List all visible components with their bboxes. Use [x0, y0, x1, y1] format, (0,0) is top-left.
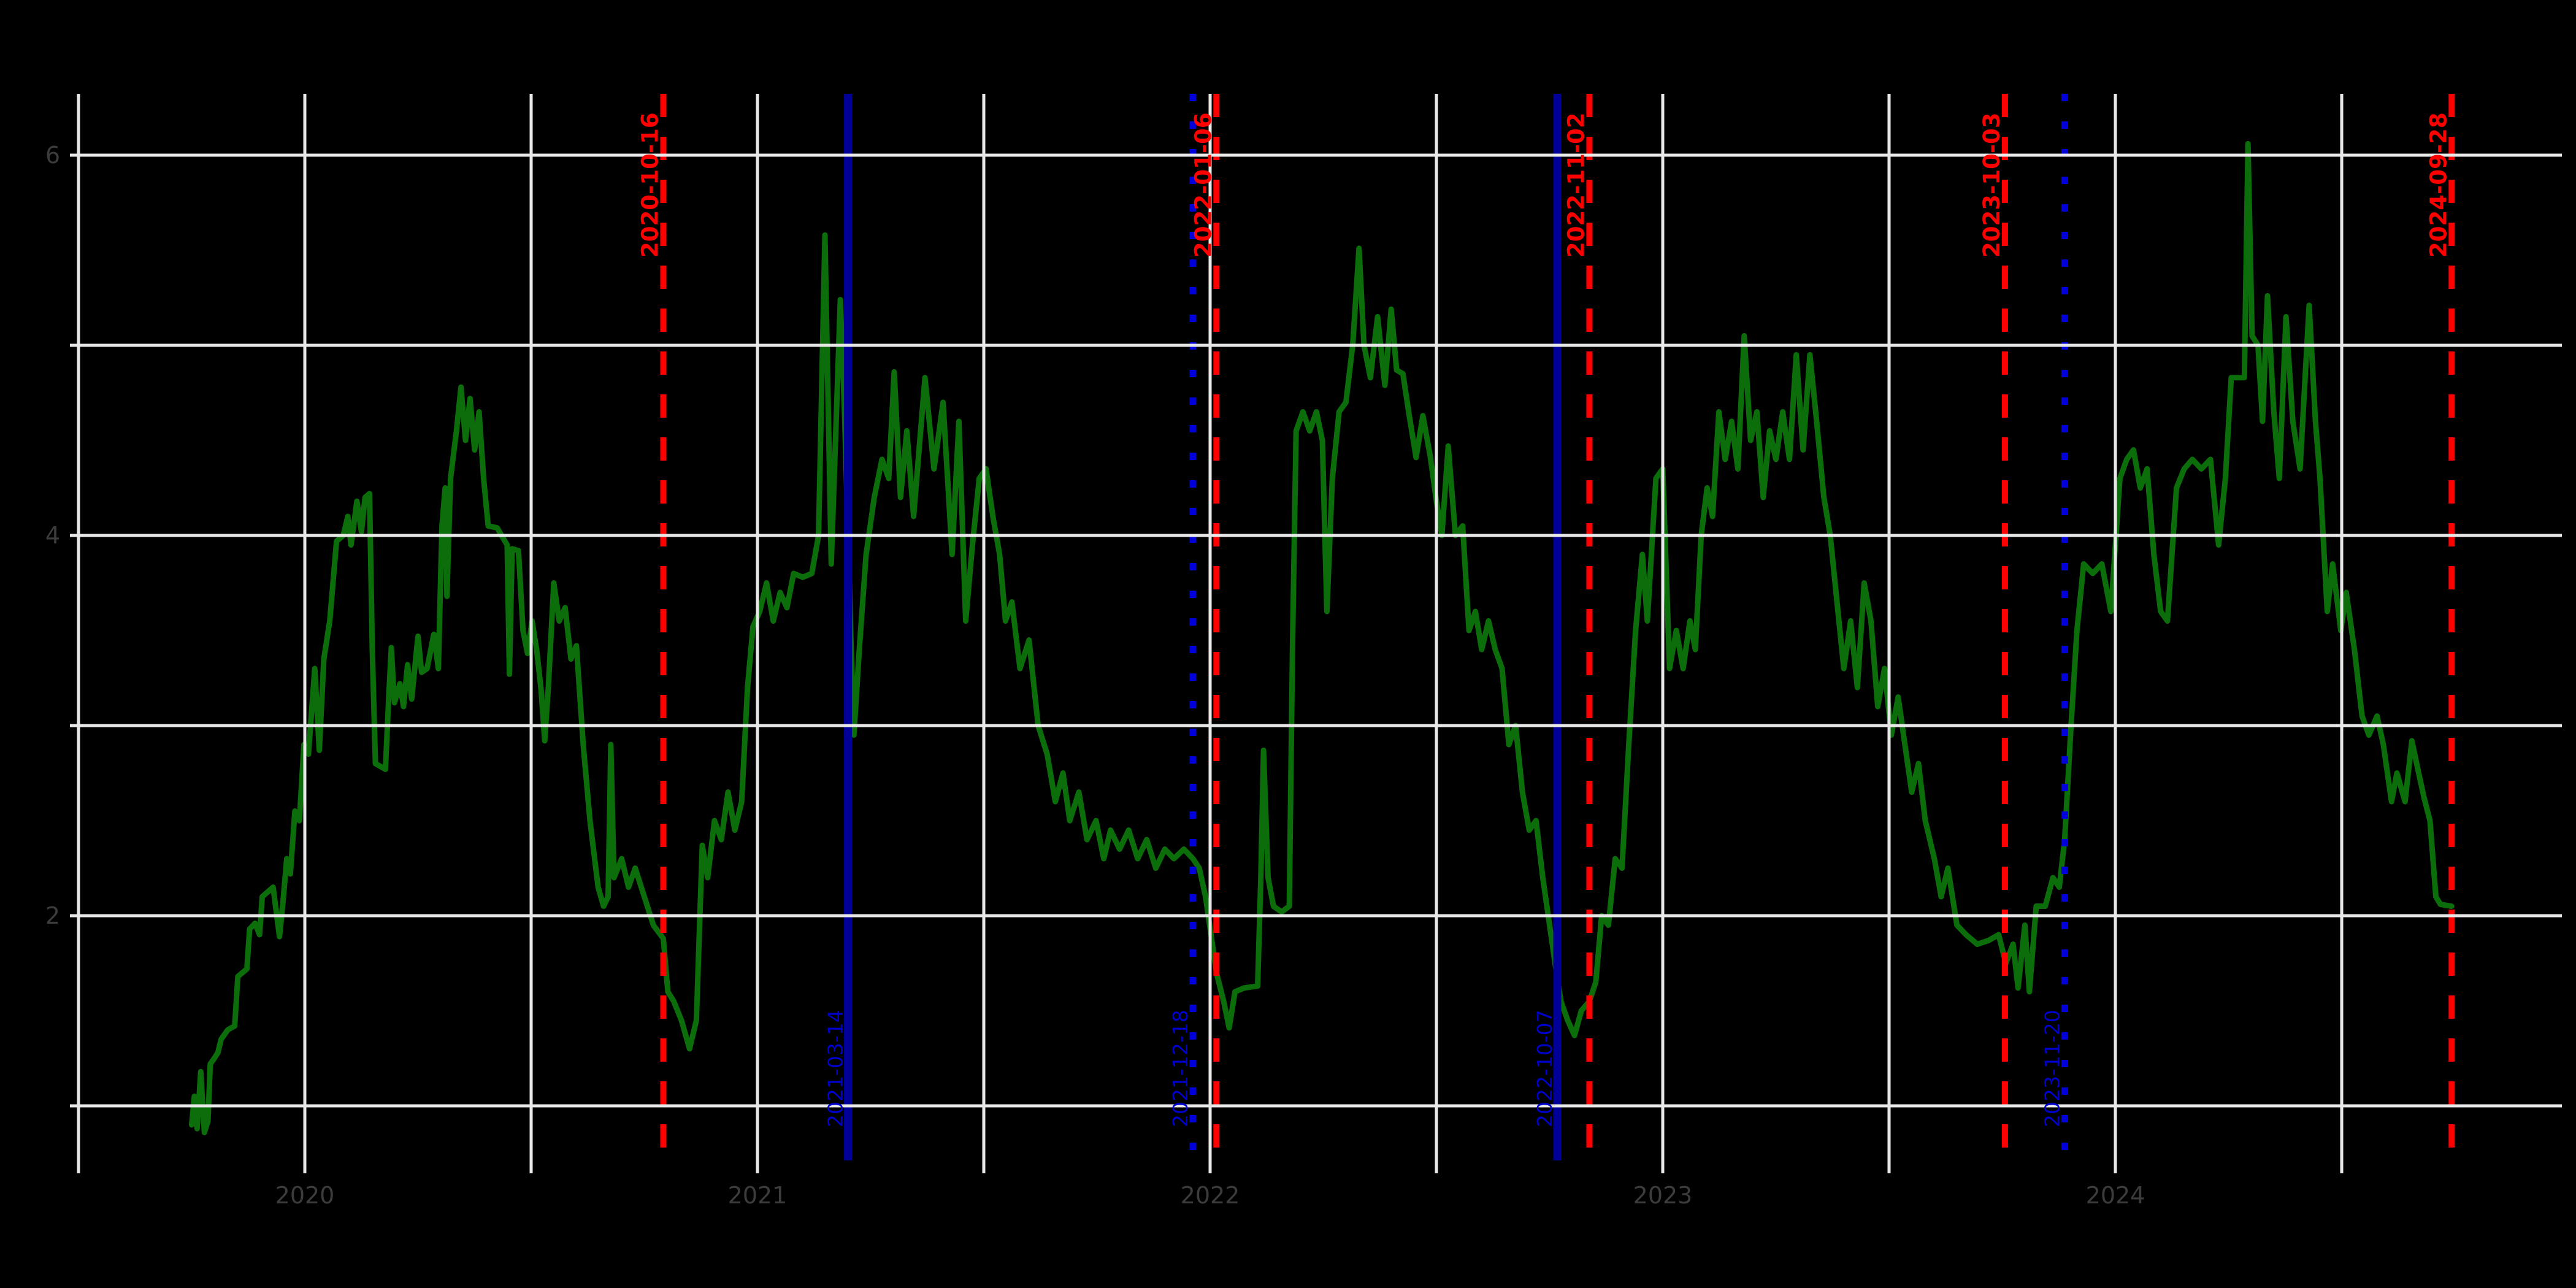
y-tick-label-4: 4 — [45, 522, 60, 549]
x-tick-label-2023: 2023 — [1633, 1182, 1693, 1209]
red-event-label-2022-01-06: 2022-01-06 — [1190, 112, 1216, 258]
blue-event-label-2021-12-18: 2021-12-18 — [1168, 1010, 1192, 1127]
y-tick-label-6: 6 — [45, 142, 60, 169]
blue-event-label-2023-11-20: 2023-11-20 — [2040, 1010, 2064, 1127]
x-tick-label-2022: 2022 — [1181, 1182, 1240, 1209]
blue-event-label-2021-03-14: 2021-03-14 — [824, 1010, 848, 1127]
red-event-label-2023-10-03: 2023-10-03 — [1979, 112, 2005, 258]
x-tick-label-2020: 2020 — [275, 1182, 335, 1209]
x-tick-label-2021: 2021 — [728, 1182, 788, 1209]
red-event-label-2020-10-16: 2020-10-16 — [637, 112, 663, 258]
red-event-label-2024-09-28: 2024-09-28 — [2425, 112, 2451, 258]
blue-event-label-2022-10-07: 2022-10-07 — [1533, 1010, 1557, 1127]
x-tick-label-2024: 2024 — [2086, 1182, 2145, 1209]
series-line-green-daily-series — [189, 140, 2455, 1135]
y-tick-label-2: 2 — [45, 902, 60, 929]
red-event-label-2022-11-02: 2022-11-02 — [1563, 112, 1589, 258]
